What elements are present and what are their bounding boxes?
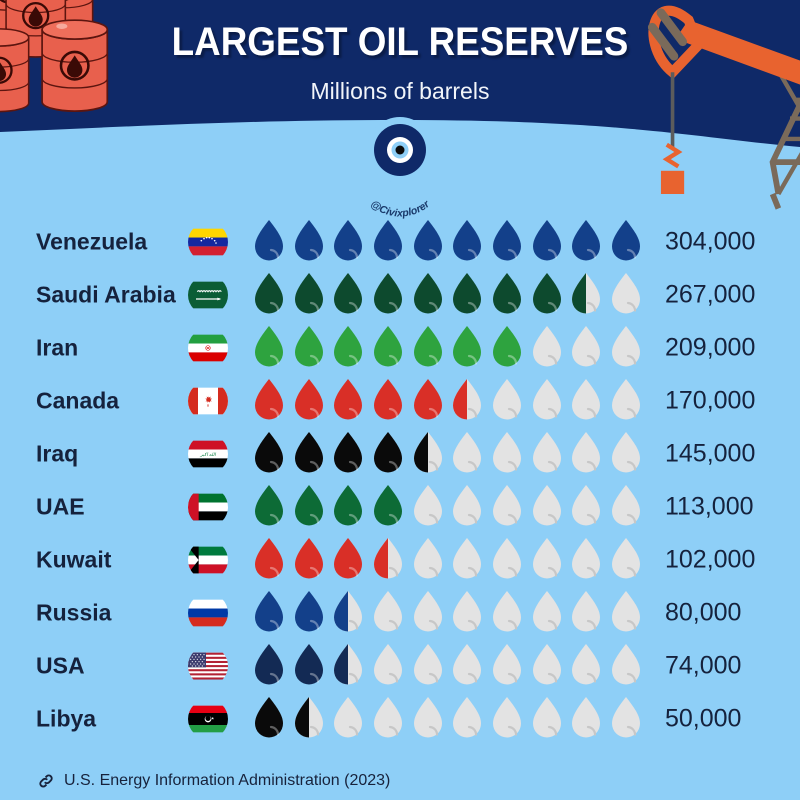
svg-text:@Civixplorer: @Civixplorer xyxy=(368,198,432,220)
svg-text:الله اكبر: الله اكبر xyxy=(199,452,216,458)
